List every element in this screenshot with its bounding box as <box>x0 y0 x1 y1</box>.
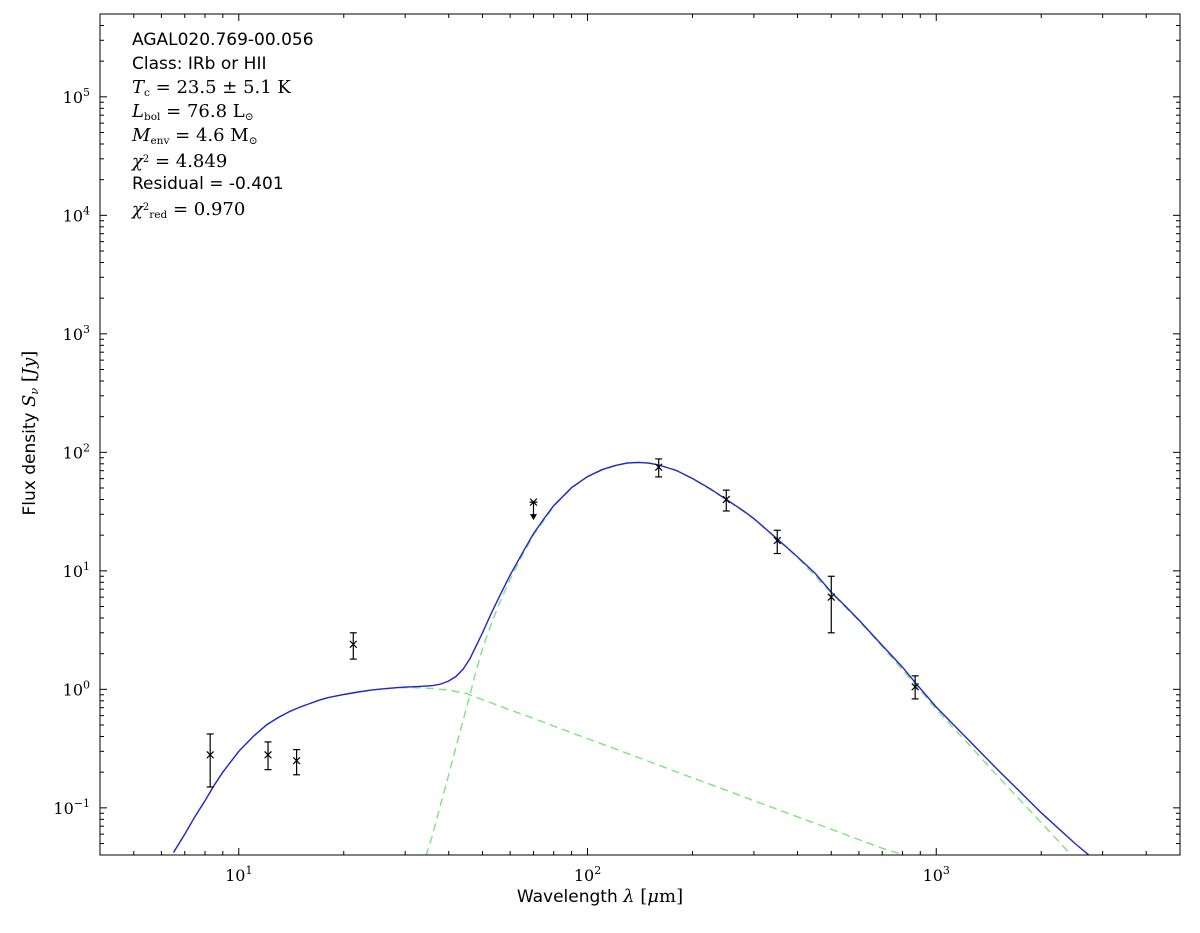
tick-label: 102 <box>63 441 90 462</box>
annotation-line: χ2 = 4.849 <box>132 148 314 172</box>
data-point <box>911 675 919 700</box>
tick-label: 100 <box>63 678 90 699</box>
label-text: red <box>149 208 168 221</box>
data-point <box>206 733 215 788</box>
label-text: T <box>132 77 145 98</box>
label-text: S <box>18 394 40 408</box>
label-text: 2 <box>142 154 150 165</box>
label-text: ⊙ <box>248 134 258 147</box>
tick-label: 10−1 <box>53 797 90 818</box>
data-point <box>292 749 301 776</box>
label-text: c <box>144 86 150 99</box>
data-points <box>206 458 919 788</box>
label-text: bol <box>143 110 161 123</box>
label-text: [ <box>634 886 648 907</box>
label-text: ν <box>28 387 42 395</box>
label-text: 2 <box>142 202 150 213</box>
tick-label: 103 <box>923 864 950 885</box>
label-text: χ <box>132 150 143 172</box>
upper-limit-point <box>529 498 538 521</box>
data-point <box>654 458 663 478</box>
label-text: [ <box>18 375 40 388</box>
annotation-line: Lbol = 76.8 L⊙ <box>132 100 314 124</box>
cold-component-model <box>425 461 1073 855</box>
label-text: = 4.849 <box>149 150 228 172</box>
label-text: Flux density <box>19 407 40 516</box>
annotation-line: Menv = 4.6 M⊙ <box>132 124 314 148</box>
tick-label: 103 <box>63 323 90 344</box>
data-point <box>722 489 731 512</box>
label-text: AGAL020.769-00.056 <box>132 30 314 50</box>
label-text: ] <box>676 886 684 907</box>
tick-label: 105 <box>63 86 90 107</box>
label-text: = 4.6 M <box>169 125 249 146</box>
total-model <box>172 461 1090 855</box>
label-text: Wavelength <box>516 887 624 907</box>
label-text: ⊙ <box>244 110 254 123</box>
data-point <box>773 529 782 555</box>
y-axis-label: Flux density Sν [Jy] <box>19 223 41 643</box>
label-text: env <box>150 134 170 147</box>
axes-frame <box>99 13 1181 856</box>
label-text: M <box>132 125 151 146</box>
label-text: = 23.5 ± 5.1 K <box>149 77 291 98</box>
label-text: m <box>659 886 677 907</box>
label-text: Residual = -0.401 <box>132 174 284 194</box>
label-text: ] <box>18 350 40 358</box>
data-point <box>349 632 358 660</box>
tick-label: 101 <box>225 864 252 885</box>
data-point <box>264 741 272 771</box>
model-curves <box>172 461 1090 855</box>
tick-label: 102 <box>574 864 601 885</box>
label-text: χ <box>132 198 143 220</box>
x-axis-label: Wavelength λ [μm] <box>0 886 1200 907</box>
annotation-line: AGAL020.769-00.056 <box>132 28 314 52</box>
label-text: μ <box>647 886 659 907</box>
label-text: = 76.8 L <box>160 101 245 122</box>
tick-label: 104 <box>63 204 90 225</box>
axis-ticks <box>100 14 1180 855</box>
fit-parameters-annotation: AGAL020.769-00.056 Class: IRb or HII Tc = … <box>132 28 314 221</box>
annotation-line: Residual = -0.401 <box>132 172 314 196</box>
annotation-line: Class: IRb or HII <box>132 52 314 76</box>
annotation-line: Tc = 23.5 ± 5.1 K <box>132 76 314 100</box>
label-text: Jy <box>18 357 40 376</box>
data-point <box>827 575 836 634</box>
label-text: λ <box>623 886 635 907</box>
label-text: L <box>132 101 144 122</box>
tick-label: 101 <box>63 560 90 581</box>
annotation-line: χ2red = 0.970 <box>132 196 314 221</box>
label-text: Class: IRb or HII <box>132 54 267 74</box>
label-text: = 0.970 <box>167 198 246 220</box>
